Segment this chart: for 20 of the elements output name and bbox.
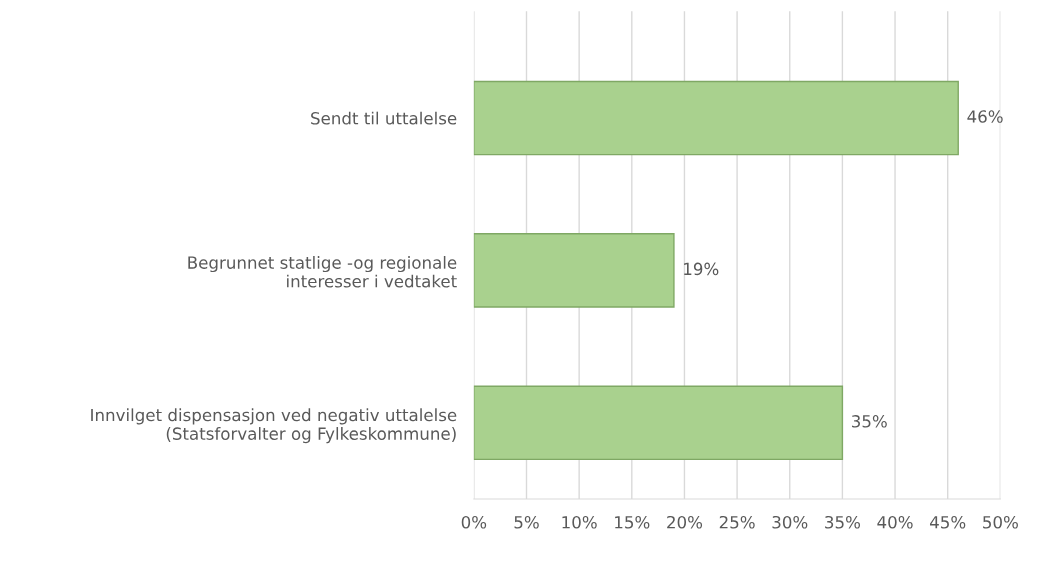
data-label: 19%: [684, 262, 719, 276]
y-tick-label: Sendt til uttalelse: [311, 111, 457, 125]
x-tick-label: 0%: [461, 515, 487, 529]
x-tick-label: 25%: [719, 515, 755, 529]
bar: [473, 80, 959, 156]
y-tick-label: Innvilget dispensasjon ved negativ uttalelse (Statsforvalter og Fylkeskommune): [91, 408, 457, 444]
bar: [473, 233, 675, 308]
x-tick-label: 40%: [877, 515, 913, 529]
data-label: 46%: [967, 110, 1003, 123]
x-tick-label: 45%: [929, 515, 966, 529]
x-tick-label: 50%: [983, 515, 1018, 529]
x-tick-label: 20%: [667, 515, 703, 529]
x-tick-label: 10%: [562, 515, 597, 529]
data-label: 35%: [852, 415, 887, 428]
y-tick-label: Begrunnet statlige -og regionale interesser i vedtaket: [188, 255, 457, 288]
x-tick-label: 35%: [825, 515, 860, 529]
x-tick-label: 15%: [615, 515, 650, 529]
x-tick-label: 30%: [772, 515, 808, 529]
bar: [473, 385, 844, 461]
x-tick-label: 5%: [514, 515, 539, 529]
